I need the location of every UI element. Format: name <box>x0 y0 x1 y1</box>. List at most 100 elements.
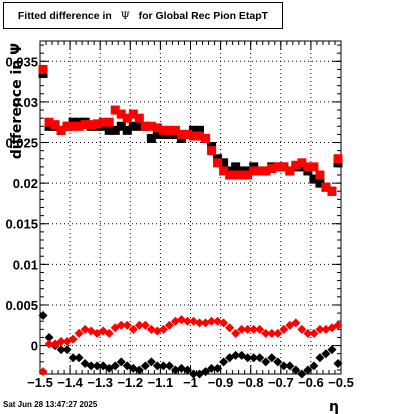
data-point <box>56 125 66 135</box>
data-point <box>92 119 102 129</box>
y-tick-label: 0.015 <box>5 217 38 232</box>
title-part-3: for Global Rec Pion EtapT <box>138 10 269 22</box>
data-point <box>273 328 283 338</box>
data-point <box>291 160 301 170</box>
data-point <box>44 339 54 349</box>
data-point <box>104 117 114 127</box>
data-point <box>74 328 84 338</box>
data-point <box>134 121 144 131</box>
data-point <box>201 133 211 143</box>
data-point <box>122 320 132 330</box>
data-point <box>249 166 259 176</box>
data-point <box>333 320 343 330</box>
data-point <box>195 131 205 141</box>
data-point <box>231 162 241 172</box>
data-point <box>128 121 138 131</box>
x-axis-title: η <box>329 399 339 414</box>
data-point <box>158 324 168 334</box>
x-tick-label: −1 <box>183 375 198 390</box>
data-point <box>146 357 156 367</box>
data-point <box>110 125 120 135</box>
x-tick-label: −0.7 <box>268 375 294 390</box>
data-point <box>134 320 144 330</box>
data-point <box>249 324 259 334</box>
data-point <box>273 357 283 367</box>
data-point <box>309 328 319 338</box>
data-point <box>219 318 229 328</box>
data-point <box>62 121 72 131</box>
y-tick-label: 0.025 <box>5 136 38 151</box>
data-point <box>243 170 253 180</box>
data-point <box>213 363 223 373</box>
data-point <box>279 324 289 334</box>
series-1 <box>38 64 343 196</box>
data-point <box>68 121 78 131</box>
data-point <box>134 113 144 123</box>
chart-title: Fitted difference in Ψ for Global Rec Pi… <box>3 2 283 29</box>
data-point <box>273 162 283 172</box>
data-point <box>297 158 307 168</box>
data-point <box>315 353 325 363</box>
data-point <box>333 154 343 164</box>
data-point <box>219 158 229 168</box>
data-point <box>56 337 66 347</box>
data-point <box>321 349 331 359</box>
data-point <box>104 328 114 338</box>
data-point <box>74 353 84 363</box>
data-point <box>327 186 337 196</box>
data-point <box>213 158 223 168</box>
data-point <box>98 117 108 127</box>
data-point <box>231 350 241 360</box>
data-point <box>68 334 78 344</box>
data-point <box>50 120 60 130</box>
y-tick-label: 0.035 <box>5 54 38 69</box>
x-tick-label: −0.9 <box>208 375 234 390</box>
series-2 <box>38 311 343 379</box>
y-tick-label: 0.03 <box>13 95 38 110</box>
data-point <box>243 324 253 334</box>
data-point <box>225 323 235 333</box>
data-point <box>176 129 186 139</box>
data-point <box>44 332 54 342</box>
data-point <box>158 125 168 135</box>
data-point <box>38 64 48 74</box>
x-tick-label: −1.2 <box>117 375 143 390</box>
data-point <box>285 166 295 176</box>
data-point <box>237 170 247 180</box>
data-point <box>86 361 96 371</box>
data-point <box>170 125 180 135</box>
data-point <box>291 318 301 328</box>
tick-labels: −1.5 −1.4 −1.3 −1.2 −1.1 −1 −0.9 −0.8 −0.7 −0.6 −0… <box>5 54 353 390</box>
data-point <box>309 361 319 371</box>
data-point <box>321 182 331 192</box>
data-point <box>279 162 289 172</box>
data-point <box>309 162 319 172</box>
x-tick-label: −0.5 <box>328 375 354 390</box>
data-point <box>140 320 150 330</box>
data-point <box>225 170 235 180</box>
y-tick-label: 0.01 <box>13 257 38 272</box>
data-point <box>128 324 138 334</box>
data-point <box>279 361 289 371</box>
data-point <box>116 121 126 131</box>
data-point <box>152 123 162 133</box>
data-point <box>255 324 265 334</box>
data-point <box>327 345 337 355</box>
data-point <box>146 121 156 131</box>
data-point <box>62 345 72 355</box>
data-point <box>189 125 199 135</box>
data-point <box>285 361 295 371</box>
data-point <box>164 125 174 135</box>
data-point <box>333 358 343 368</box>
data-point <box>243 353 253 363</box>
x-tick-label: −0.6 <box>298 375 324 390</box>
data-point <box>303 162 313 172</box>
data-point <box>182 129 192 139</box>
data-point <box>74 121 84 131</box>
data-point <box>219 166 229 176</box>
data-point <box>261 166 271 176</box>
data-point <box>44 117 54 127</box>
y-axis-title: difference in Ψ <box>9 43 25 159</box>
data-point <box>140 361 150 371</box>
